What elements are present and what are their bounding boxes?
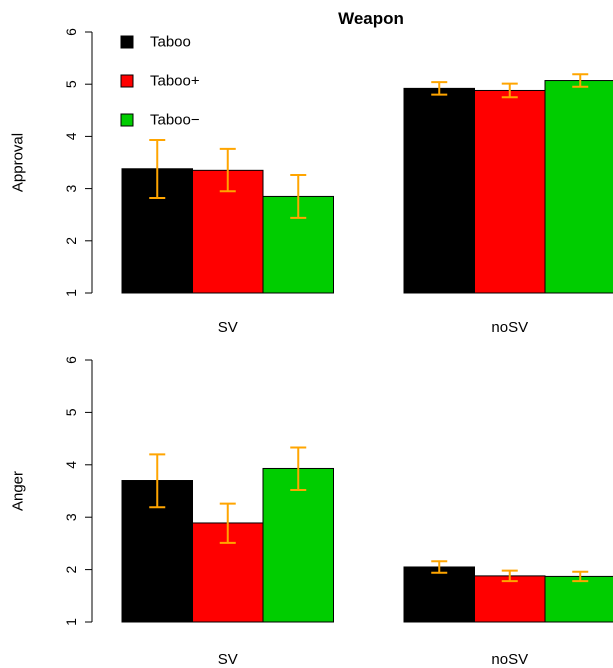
error-bar-noSV-1 xyxy=(501,569,518,583)
legend-entry: Taboo+ xyxy=(150,73,200,90)
error-bar-SV-1 xyxy=(219,502,236,544)
error-bar-noSV-2 xyxy=(572,73,589,88)
category-label: noSV xyxy=(491,319,528,336)
y-tick-label: 5 xyxy=(63,80,79,88)
error-bar-noSV-0 xyxy=(431,560,448,574)
legend-swatch xyxy=(120,113,134,127)
y-tick-label: 6 xyxy=(63,356,79,364)
y-axis-label: Approval xyxy=(10,133,27,192)
y-tick-label: 1 xyxy=(63,618,79,626)
bar-noSV-1 xyxy=(474,575,546,623)
y-tick-label: 3 xyxy=(63,513,79,521)
bar-noSV-0 xyxy=(403,87,475,294)
error-bar-noSV-1 xyxy=(501,82,518,99)
legend-swatch xyxy=(120,74,134,88)
bar-noSV-1 xyxy=(474,89,546,294)
category-label: SV xyxy=(218,319,238,336)
legend-swatch xyxy=(120,35,134,49)
legend: Taboo Taboo+ Taboo− xyxy=(120,34,200,129)
error-bar-SV-1 xyxy=(219,147,236,193)
error-bar-SV-2 xyxy=(290,446,307,491)
y-tick-label: 4 xyxy=(63,132,79,140)
y-tick-label: 2 xyxy=(63,565,79,573)
y-tick-label: 6 xyxy=(63,28,79,36)
category-label: noSV xyxy=(491,651,528,668)
error-bar-SV-2 xyxy=(290,174,307,219)
error-bar-noSV-2 xyxy=(572,570,589,583)
bar-noSV-0 xyxy=(403,566,475,623)
y-tick-label: 1 xyxy=(63,289,79,297)
legend-entry: Taboo xyxy=(150,34,191,51)
category-label: SV xyxy=(218,651,238,668)
y-tick-label: 3 xyxy=(63,184,79,192)
anger-panel: 1 2 3 4 5 6 Anger SV noSV xyxy=(10,356,613,668)
legend-entry: Taboo− xyxy=(150,112,200,129)
error-bar-SV-0 xyxy=(149,139,166,199)
chart-title: Weapon xyxy=(338,9,404,28)
bar-noSV-2 xyxy=(544,80,613,294)
bar-SV-2 xyxy=(262,467,334,623)
bar-noSV-2 xyxy=(544,575,613,623)
y-tick-label: 5 xyxy=(63,408,79,416)
error-bar-SV-0 xyxy=(149,453,166,509)
y-tick-label: 4 xyxy=(63,461,79,469)
y-axis-label: Anger xyxy=(10,471,27,511)
y-tick-label: 2 xyxy=(63,237,79,245)
error-bar-noSV-0 xyxy=(431,81,448,96)
